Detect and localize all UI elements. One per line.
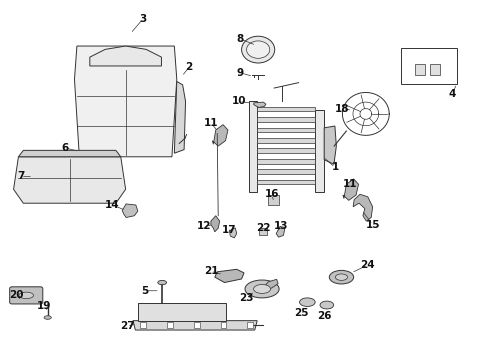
Bar [167, 322, 173, 328]
Ellipse shape [335, 274, 347, 280]
Text: 10: 10 [232, 96, 246, 107]
Polygon shape [122, 204, 138, 217]
Ellipse shape [320, 301, 334, 309]
Ellipse shape [253, 284, 270, 293]
Text: 17: 17 [222, 225, 237, 235]
Polygon shape [211, 216, 220, 232]
Bar [194, 322, 200, 328]
Text: 13: 13 [274, 221, 289, 231]
Polygon shape [324, 126, 336, 164]
Polygon shape [254, 102, 266, 108]
Polygon shape [316, 110, 324, 192]
Ellipse shape [329, 270, 354, 284]
Polygon shape [257, 169, 316, 174]
Text: 22: 22 [256, 223, 271, 233]
Text: 2: 2 [185, 63, 193, 72]
FancyBboxPatch shape [10, 287, 43, 304]
Bar [259, 228, 268, 235]
Polygon shape [257, 148, 316, 153]
Polygon shape [257, 117, 316, 122]
Text: 19: 19 [37, 301, 51, 311]
Text: 18: 18 [335, 104, 350, 113]
Ellipse shape [242, 36, 275, 63]
Polygon shape [343, 179, 359, 201]
Text: 5: 5 [142, 286, 149, 296]
Text: 25: 25 [294, 308, 308, 318]
Polygon shape [257, 107, 316, 112]
Bar [220, 322, 226, 328]
Text: 14: 14 [105, 200, 120, 210]
Polygon shape [174, 81, 186, 153]
Text: 21: 21 [204, 266, 218, 276]
Text: 7: 7 [17, 171, 24, 181]
Text: 12: 12 [196, 221, 211, 231]
Ellipse shape [299, 298, 315, 306]
Polygon shape [248, 100, 257, 192]
Text: 11: 11 [204, 118, 218, 128]
Text: 16: 16 [265, 189, 279, 199]
Text: 4: 4 [448, 89, 456, 99]
Text: 24: 24 [361, 260, 375, 270]
Text: 23: 23 [239, 293, 254, 303]
Text: 1: 1 [332, 162, 339, 172]
Text: 9: 9 [237, 68, 244, 78]
Text: 8: 8 [237, 34, 244, 44]
Ellipse shape [246, 41, 270, 58]
Polygon shape [215, 269, 244, 283]
Text: 3: 3 [139, 14, 147, 24]
Text: 20: 20 [9, 290, 23, 300]
Bar [415, 64, 425, 75]
Bar [269, 195, 279, 205]
Bar [140, 322, 146, 328]
Text: 11: 11 [343, 179, 357, 189]
Polygon shape [257, 180, 316, 184]
Ellipse shape [158, 280, 167, 285]
Polygon shape [14, 157, 125, 203]
Polygon shape [138, 303, 226, 321]
Polygon shape [257, 128, 316, 132]
Ellipse shape [44, 316, 51, 319]
Polygon shape [276, 226, 285, 237]
Polygon shape [262, 279, 278, 292]
Text: 27: 27 [120, 321, 134, 332]
Ellipse shape [245, 280, 279, 298]
Polygon shape [90, 46, 161, 66]
Polygon shape [74, 46, 177, 157]
Polygon shape [257, 138, 316, 143]
Polygon shape [229, 228, 237, 238]
Polygon shape [353, 194, 373, 221]
Polygon shape [133, 321, 257, 330]
Polygon shape [257, 159, 316, 163]
Polygon shape [19, 150, 121, 157]
Bar [430, 64, 440, 75]
Text: 6: 6 [61, 143, 68, 153]
Polygon shape [212, 125, 228, 146]
Text: 15: 15 [366, 220, 380, 230]
Bar [401, 48, 457, 84]
Bar [247, 322, 253, 328]
Text: 26: 26 [317, 311, 331, 321]
Ellipse shape [19, 292, 33, 298]
